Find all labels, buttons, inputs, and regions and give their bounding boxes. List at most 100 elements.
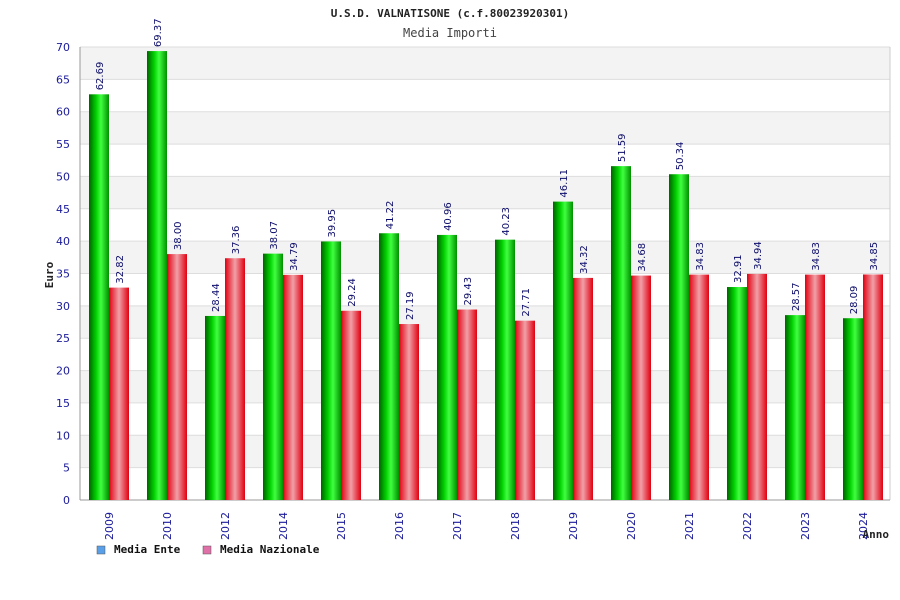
data-label: 34.85 — [869, 242, 880, 271]
grid-band — [80, 273, 890, 306]
grid-band — [80, 47, 890, 80]
y-tick-label: 15 — [56, 397, 70, 410]
data-label: 28.57 — [791, 282, 802, 311]
bars: 62.69 32.82 69.37 38.00 28.44 37.36 38.07 34.79… — [89, 18, 883, 501]
bar-media-ente — [553, 201, 573, 501]
data-label: 34.79 — [289, 242, 300, 271]
grid-band — [80, 144, 890, 177]
data-label: 29.43 — [463, 277, 474, 306]
grid-band — [80, 176, 890, 209]
x-tick-label: 2020 — [625, 512, 638, 540]
data-label: 38.07 — [269, 221, 280, 250]
y-tick-label: 60 — [56, 106, 70, 119]
x-tick-label: 2009 — [103, 512, 116, 540]
y-tick-label: 20 — [56, 365, 70, 378]
chart-subtitle: Media Importi — [403, 26, 497, 40]
x-tick-label: 2021 — [683, 512, 696, 540]
data-label: 27.71 — [521, 288, 532, 317]
y-tick-label: 65 — [56, 73, 70, 86]
data-label: 37.36 — [231, 226, 242, 255]
x-tick-label: 2016 — [393, 512, 406, 540]
grid-band — [80, 208, 890, 242]
grid-bands — [79, 46, 891, 501]
y-tick-label: 25 — [56, 332, 70, 345]
x-tick-label: 2023 — [799, 512, 812, 540]
grid-band — [80, 435, 890, 468]
bar-media-nazionale — [457, 309, 477, 500]
bar-media-ente — [147, 51, 167, 501]
bar-media-nazionale — [167, 254, 187, 500]
grid-band — [80, 402, 890, 436]
bar-media-ente — [495, 239, 515, 501]
x-axis-ticks: 2009 2010 2012 2014 2015 2016 2017 2018 2019 2020… — [103, 512, 870, 540]
legend: Media Ente Media Nazionale — [96, 543, 320, 556]
data-label: 50.34 — [675, 142, 686, 171]
x-tick-label: 2018 — [509, 512, 522, 540]
x-tick-label: 2012 — [219, 512, 232, 540]
x-tick-label: 2024 — [857, 512, 870, 540]
bar-media-nazionale — [747, 273, 767, 500]
bar-media-nazionale — [399, 324, 419, 500]
legend-swatch-media-nazionale — [202, 545, 212, 555]
grid-band — [80, 79, 890, 112]
data-label: 39.95 — [327, 209, 338, 238]
data-label: 40.96 — [443, 202, 454, 231]
data-label: 28.09 — [849, 286, 860, 315]
bar-media-nazionale — [805, 274, 825, 500]
data-label: 34.68 — [637, 243, 648, 272]
chart-title: U.S.D. VALNATISONE (c.f.80023920301) — [331, 7, 569, 20]
grid-band — [80, 305, 890, 339]
data-label: 34.32 — [579, 245, 590, 274]
grid-band — [80, 241, 890, 274]
y-tick-label: 35 — [56, 268, 70, 281]
data-label: 34.83 — [811, 242, 822, 271]
bar-media-nazionale — [341, 310, 361, 500]
x-axis-label: Anno — [863, 528, 890, 541]
data-label: 29.24 — [347, 278, 358, 307]
bar-media-ente — [669, 174, 689, 501]
y-tick-label: 5 — [63, 462, 70, 475]
bar-media-nazionale — [631, 275, 651, 500]
bar-media-ente — [843, 318, 863, 500]
legend-label-media-nazionale: Media Nazionale — [220, 543, 320, 556]
data-label: 69.37 — [153, 18, 164, 47]
y-tick-label: 10 — [56, 429, 70, 442]
y-tick-label: 55 — [56, 138, 70, 151]
data-label: 32.82 — [115, 255, 126, 284]
y-tick-label: 45 — [56, 203, 70, 216]
bar-media-ente — [89, 94, 109, 500]
y-tick-label: 70 — [56, 41, 70, 54]
data-label: 40.23 — [501, 207, 512, 236]
legend-label-media-ente: Media Ente — [114, 543, 181, 556]
data-label: 32.91 — [733, 254, 744, 283]
y-tick-label: 40 — [56, 235, 70, 248]
data-label: 51.59 — [617, 133, 628, 162]
bar-media-ente — [611, 166, 631, 501]
y-tick-label: 50 — [56, 170, 70, 183]
y-tick-label: 30 — [56, 300, 70, 313]
bar-media-nazionale — [689, 274, 709, 500]
bar-media-nazionale — [225, 258, 245, 500]
bar-media-ente — [379, 233, 399, 500]
y-tick-label: 0 — [63, 494, 70, 507]
bar-media-ente — [263, 253, 283, 500]
bar-media-nazionale — [283, 274, 303, 500]
bar-media-nazionale — [109, 287, 129, 500]
x-tick-label: 2017 — [451, 512, 464, 540]
grid-band — [80, 111, 890, 145]
legend-swatch-media-ente — [96, 545, 106, 555]
grid-band — [80, 370, 890, 403]
bar-media-ente — [437, 234, 457, 500]
bar-media-ente — [205, 315, 225, 500]
bar-media-ente — [785, 315, 805, 500]
y-axis-label: Euro — [43, 261, 56, 288]
data-label: 41.22 — [385, 201, 396, 230]
bar-media-ente — [321, 241, 341, 500]
grid-band — [80, 338, 890, 371]
x-tick-label: 2014 — [277, 512, 290, 540]
bar-media-nazionale — [573, 277, 593, 500]
x-tick-label: 2010 — [161, 512, 174, 540]
grid-band — [80, 467, 890, 500]
data-label: 34.83 — [695, 242, 706, 271]
